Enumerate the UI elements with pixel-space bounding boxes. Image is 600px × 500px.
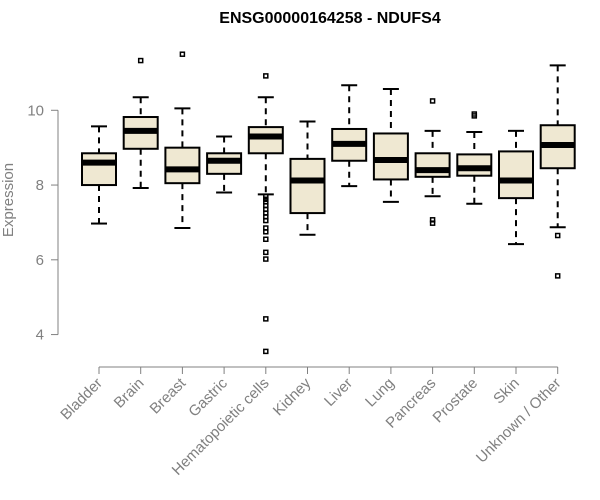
- box-breast: [164, 51, 201, 230]
- category-label: Brain: [111, 375, 148, 412]
- outlier-point: [263, 193, 269, 200]
- y-axis: 4 6 8 10: [27, 102, 59, 344]
- box-liver: [331, 84, 368, 188]
- outlier-point: [179, 51, 186, 57]
- outlier-point: [429, 220, 436, 226]
- outlier-point: [471, 113, 478, 119]
- iqr-box: [498, 150, 534, 200]
- y-tick-label: 4: [36, 327, 44, 344]
- category-label: Bladder: [57, 375, 106, 424]
- outlier-point: [263, 316, 269, 322]
- box-brain: [122, 57, 159, 190]
- y-tick-label: 8: [36, 177, 44, 194]
- iqr-box: [289, 157, 326, 215]
- box-prostate: [456, 111, 493, 205]
- y-tick-label: 10: [27, 102, 44, 119]
- iqr-box: [414, 152, 451, 178]
- outlier-point: [263, 348, 269, 355]
- category-label: Breast: [147, 374, 190, 417]
- outlier-point: [263, 236, 269, 242]
- category-label: Kidney: [270, 374, 315, 419]
- outlier-point: [554, 273, 561, 279]
- box-skin: [498, 129, 534, 246]
- y-axis-title: Expression: [0, 163, 17, 237]
- box-unknown-other: [539, 64, 576, 279]
- outlier-point: [263, 73, 269, 79]
- iqr-box: [164, 146, 201, 185]
- outlier-point: [554, 232, 561, 239]
- iqr-box: [456, 153, 493, 177]
- outlier-point: [429, 98, 436, 104]
- boxes-layer: [81, 51, 576, 355]
- iqr-box: [372, 132, 409, 181]
- category-label: Prostate: [430, 375, 482, 427]
- category-label: Lung: [362, 375, 398, 411]
- outlier-point: [263, 217, 269, 224]
- box-bladder: [81, 125, 117, 225]
- iqr-box: [247, 126, 284, 155]
- iqr-box: [81, 152, 117, 187]
- box-gastric: [206, 135, 243, 194]
- chart-title: ENSG00000164258 - NDUFS4: [219, 10, 441, 27]
- category-label: Liver: [321, 375, 356, 410]
- box-hematopoietic-cells: [247, 73, 284, 355]
- box-lung: [372, 87, 409, 203]
- y-tick-label: 6: [36, 252, 44, 269]
- outlier-point: [137, 57, 144, 64]
- category-label: Skin: [490, 375, 523, 408]
- outlier-point: [263, 229, 269, 235]
- box-kidney: [289, 120, 326, 236]
- box-pancreas: [414, 98, 451, 226]
- outlier-point: [263, 256, 269, 262]
- outlier-point: [263, 249, 269, 256]
